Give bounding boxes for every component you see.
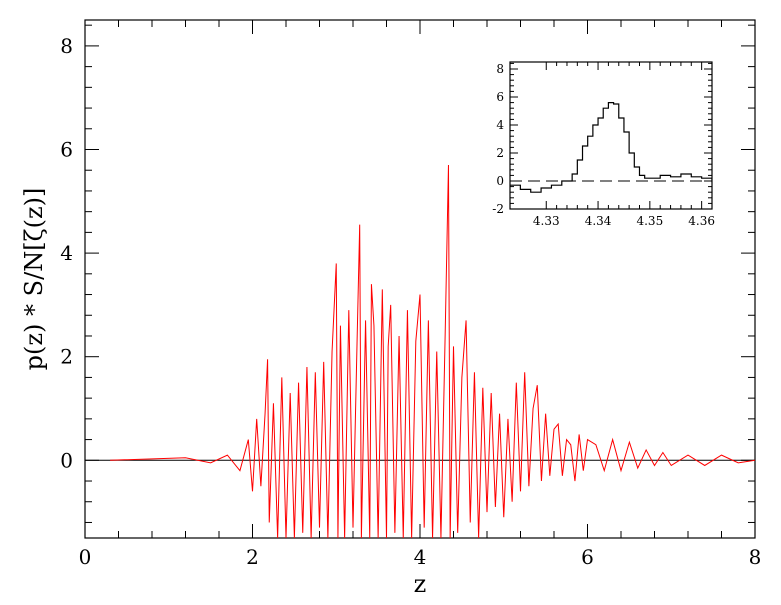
y-tick-label: 6 — [60, 138, 73, 162]
inset-plot: 4.33 4.34 4.35 4.36 -2 0 2 4 6 8 — [492, 61, 715, 228]
x-axis-label: z — [414, 570, 427, 598]
y-tick-label: 2 — [496, 146, 504, 160]
x-tick-label: 4.36 — [688, 214, 715, 228]
y-tick-label: 0 — [496, 174, 504, 188]
main-ticks — [84, 20, 756, 538]
inset-plot-frame — [509, 61, 713, 210]
y-axis-label: p(z) * S/N[ζ(z)] — [20, 188, 48, 371]
x-tick-label: 2 — [246, 545, 259, 569]
y-tick-label: 4 — [60, 241, 73, 265]
main-plot: 0 2 4 6 8 0 2 4 6 8 z p(z) * S/N[ζ(z)] — [20, 19, 761, 598]
x-tick-label: 6 — [581, 545, 594, 569]
x-tick-label: 4 — [414, 545, 427, 569]
y-tick-label: 8 — [60, 34, 73, 58]
inset-ticks — [510, 62, 712, 210]
y-tick-label: 4 — [496, 118, 504, 132]
y-tick-label: 2 — [60, 345, 73, 369]
y-tick-label: 0 — [60, 448, 73, 472]
main-tick-labels: 0 2 4 6 8 0 2 4 6 8 — [60, 34, 761, 569]
x-tick-label: 4.35 — [636, 214, 663, 228]
y-tick-label: -2 — [492, 202, 504, 216]
x-tick-label: 4.34 — [585, 214, 612, 228]
x-tick-label: 8 — [749, 545, 762, 569]
inset-series-line — [510, 102, 712, 193]
x-tick-label: 4.33 — [533, 214, 560, 228]
y-tick-label: 6 — [496, 90, 504, 104]
inset-tick-labels: 4.33 4.34 4.35 4.36 -2 0 2 4 6 8 — [492, 62, 715, 228]
x-tick-label: 0 — [79, 545, 92, 569]
main-series-line — [110, 165, 755, 538]
y-tick-label: 8 — [496, 62, 504, 76]
